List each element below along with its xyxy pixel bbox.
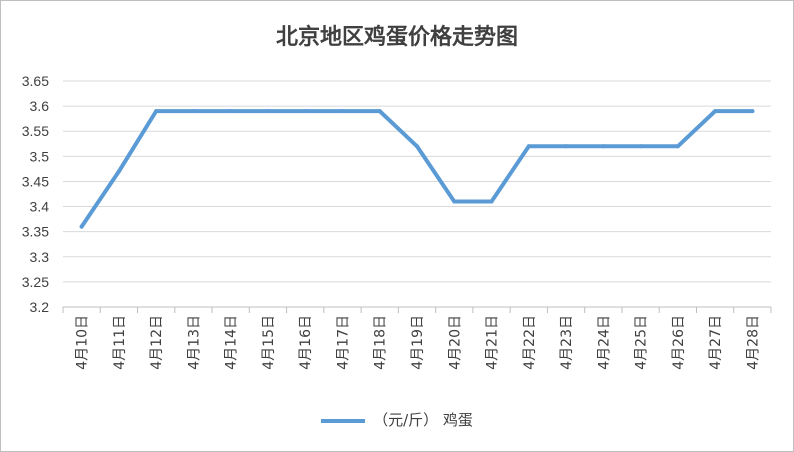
x-tick-label: 4月25日 xyxy=(634,315,650,370)
x-tick-label: 4月24日 xyxy=(596,315,612,370)
x-tick-label: 4月21日 xyxy=(485,315,501,370)
data-point xyxy=(675,144,680,149)
x-tick-label: 4月22日 xyxy=(522,315,538,370)
data-point xyxy=(79,224,84,229)
x-tick-label: 4月27日 xyxy=(708,315,724,370)
x-tick-label: 4月16日 xyxy=(298,315,314,370)
data-point xyxy=(638,144,643,149)
data-point xyxy=(377,109,382,114)
x-tick-label: 4月23日 xyxy=(559,315,575,370)
data-point xyxy=(303,109,308,114)
series-line xyxy=(79,109,755,229)
data-point xyxy=(489,199,494,204)
data-point xyxy=(265,109,270,114)
data-point xyxy=(116,169,121,174)
x-tick-label: 4月18日 xyxy=(373,315,389,370)
x-tick-label: 4月20日 xyxy=(447,315,463,370)
x-tick-label: 4月15日 xyxy=(261,315,277,370)
x-tick-label: 4月11日 xyxy=(112,315,128,370)
y-tick-label: 3.3 xyxy=(30,249,50,265)
y-tick-label: 3.45 xyxy=(22,173,49,189)
x-tick-label: 4月17日 xyxy=(335,315,351,370)
data-point xyxy=(750,109,755,114)
y-tick-label: 3.35 xyxy=(22,224,49,240)
y-tick-label: 3.65 xyxy=(22,73,49,89)
data-point xyxy=(228,109,233,114)
data-point xyxy=(154,109,159,114)
legend-label: （元/斤） 鸡蛋 xyxy=(373,411,473,429)
data-point xyxy=(340,109,345,114)
x-tick-label: 4月19日 xyxy=(410,315,426,370)
x-tick-label: 4月28日 xyxy=(745,315,761,370)
x-tick-label: 4月10日 xyxy=(75,315,91,370)
y-tick-label: 3.25 xyxy=(22,274,49,290)
legend: （元/斤） 鸡蛋 xyxy=(1,409,793,430)
data-point xyxy=(526,144,531,149)
data-point xyxy=(713,109,718,114)
y-tick-label: 3.55 xyxy=(22,123,49,139)
y-tick-label: 3.5 xyxy=(30,148,50,164)
x-tick-label: 4月26日 xyxy=(671,315,687,370)
y-tick-label: 3.6 xyxy=(30,98,50,114)
data-point xyxy=(564,144,569,149)
legend-swatch xyxy=(321,418,366,423)
x-tick-label: 4月13日 xyxy=(186,315,202,370)
x-tick-label: 4月14日 xyxy=(224,315,240,370)
data-point xyxy=(191,109,196,114)
y-tick-label: 3.2 xyxy=(30,299,50,315)
chart-title: 北京地区鸡蛋价格走势图 xyxy=(275,25,518,50)
data-point xyxy=(452,199,457,204)
x-tick-label: 4月12日 xyxy=(149,315,165,370)
data-point xyxy=(415,144,419,149)
y-tick-label: 3.4 xyxy=(30,199,50,215)
data-point xyxy=(601,144,606,149)
